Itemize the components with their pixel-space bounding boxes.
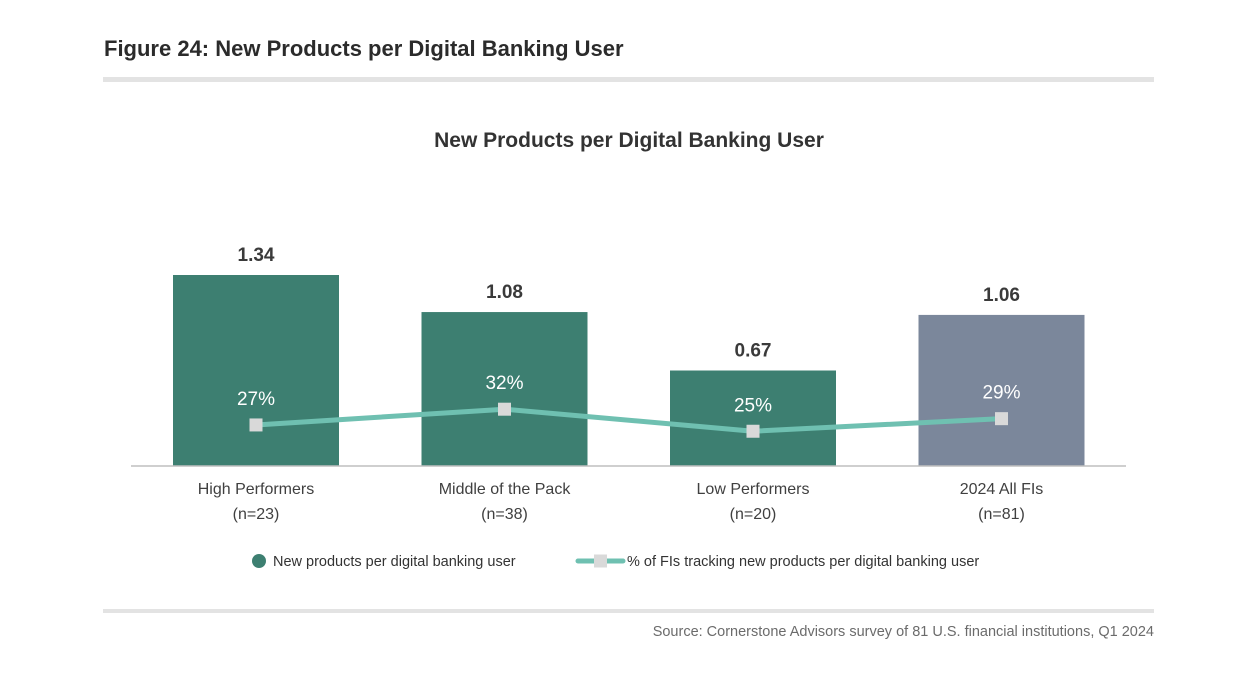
top-divider xyxy=(103,77,1154,82)
bar-2 xyxy=(421,312,588,466)
x-tick-sublabel: (n=23) xyxy=(233,506,280,523)
bar-value-label: 0.67 xyxy=(735,341,772,362)
bar-4 xyxy=(918,314,1085,466)
bar-1 xyxy=(173,275,339,466)
line-point-2 xyxy=(498,402,511,416)
legend-swatch-marker xyxy=(594,554,607,568)
x-tick-sublabel: (n=81) xyxy=(978,506,1025,523)
line-value-label: 27% xyxy=(237,389,275,410)
x-tick-label: 2024 All FIs xyxy=(960,481,1044,498)
bar-3 xyxy=(670,370,836,466)
bar-value-label: 1.34 xyxy=(238,245,275,266)
line-value-label: 25% xyxy=(734,395,772,416)
x-tick-label: High Performers xyxy=(198,481,314,498)
line-value-label: 29% xyxy=(982,383,1020,404)
line-point-4 xyxy=(995,412,1008,426)
bar-value-label: 1.06 xyxy=(983,285,1020,306)
legend-swatch-bars xyxy=(252,554,266,568)
line-value-label: 32% xyxy=(485,373,523,394)
x-tick-label: Low Performers xyxy=(697,481,810,498)
figure-title: Figure 24: New Products per Digital Bank… xyxy=(104,36,624,61)
x-tick-label: Middle of the Pack xyxy=(439,481,572,498)
x-tick-sublabel: (n=20) xyxy=(730,506,777,523)
line-series xyxy=(253,406,1004,434)
source-note: Source: Cornerstone Advisors survey of 8… xyxy=(652,624,1154,640)
legend-label-line: % of FIs tracking new products per digit… xyxy=(627,554,979,570)
line-point-3 xyxy=(746,424,760,438)
x-tick-sublabel: (n=38) xyxy=(481,506,528,523)
legend-label-bars: New products per digital banking user xyxy=(273,554,516,570)
bottom-divider xyxy=(103,609,1154,613)
line-point-1 xyxy=(249,418,263,432)
bar-value-label: 1.08 xyxy=(486,282,523,303)
chart-title: New Products per Digital Banking User xyxy=(434,129,824,152)
